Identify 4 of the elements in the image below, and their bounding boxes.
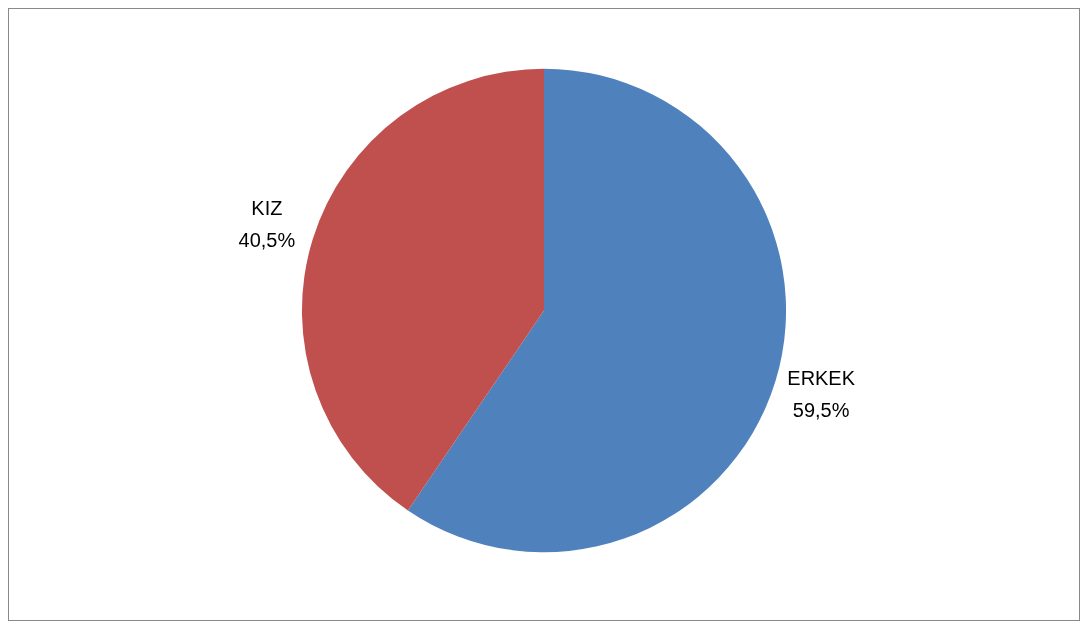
slice-label: ERKEK [787,367,856,390]
slice-label: KIZ [251,196,283,219]
data-label: 59,5% [792,399,850,422]
data-label: 40,5% [238,228,296,251]
